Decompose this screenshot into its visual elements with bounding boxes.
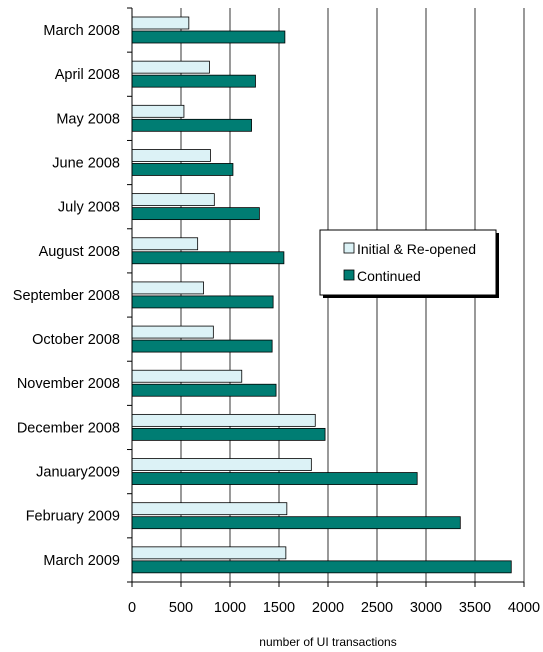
bar-continued	[131, 472, 418, 485]
category-label: November 2008	[17, 376, 120, 392]
bar-initial-reopened	[131, 458, 312, 471]
category-label: July 2008	[58, 200, 120, 216]
bar-continued	[131, 339, 273, 353]
bar-initial-reopened	[131, 16, 190, 30]
bar-continued	[131, 118, 252, 132]
bar-initial-reopened	[131, 502, 288, 516]
category-label: February 2009	[26, 509, 120, 525]
category-label: January2009	[36, 465, 120, 481]
axes	[127, 7, 525, 587]
bar-continued	[131, 251, 285, 265]
category-label: May 2008	[56, 111, 120, 127]
bar-continued	[131, 207, 260, 221]
bar-continued	[131, 383, 277, 397]
x-axis-title: number of UI transactions	[259, 635, 396, 649]
category-label: April 2008	[55, 67, 120, 83]
bar-initial-reopened	[131, 413, 316, 427]
bar-initial-reopened	[131, 281, 204, 295]
x-tick-label: 1000	[214, 600, 246, 616]
bar-continued	[131, 163, 234, 176]
category-label: August 2008	[39, 244, 120, 260]
bar-initial-reopened	[131, 60, 210, 74]
bar-initial-reopened	[131, 237, 199, 251]
legend: Initial & Re-opened Continued	[319, 229, 499, 298]
bars	[131, 16, 512, 574]
category-label: June 2008	[52, 155, 120, 171]
legend-box	[319, 229, 497, 296]
bar-initial-reopened	[131, 546, 287, 560]
category-label: December 2008	[17, 420, 120, 436]
legend-label: Continued	[357, 268, 421, 284]
x-tick-label: 3500	[459, 600, 491, 616]
bar-initial-reopened	[131, 193, 215, 207]
bar-initial-reopened	[131, 104, 185, 118]
bar-initial-reopened	[131, 149, 211, 162]
x-tick-label: 0	[128, 600, 136, 616]
category-label: March 2008	[43, 23, 120, 39]
category-labels: March 2008 April 2008 May 2008 June 2008 Jul…	[13, 23, 120, 569]
x-tick-label: 2000	[312, 600, 344, 616]
legend-swatch	[343, 242, 355, 254]
bar-continued	[131, 560, 512, 574]
bar-continued	[131, 30, 286, 44]
category-label: March 2009	[43, 553, 120, 569]
x-tick-label: 1500	[263, 600, 295, 616]
bar-continued	[131, 295, 274, 309]
legend-label: Initial & Re-opened	[357, 241, 476, 257]
bar-initial-reopened	[131, 325, 214, 339]
category-label: September 2008	[13, 288, 120, 304]
category-label: October 2008	[32, 332, 120, 348]
x-tick-label: 3000	[410, 600, 442, 616]
x-tick-labels: 0 500 1000 1500 2000 2500 3000 3500 4000	[128, 600, 540, 616]
bar-continued	[131, 516, 461, 530]
bar-initial-reopened	[131, 369, 243, 383]
bar-continued	[131, 74, 256, 88]
bar-continued	[131, 427, 326, 441]
legend-swatch	[343, 269, 355, 281]
x-tick-label: 4000	[508, 600, 540, 616]
x-tick-label: 500	[169, 600, 193, 616]
x-tick-label: 2500	[361, 600, 393, 616]
